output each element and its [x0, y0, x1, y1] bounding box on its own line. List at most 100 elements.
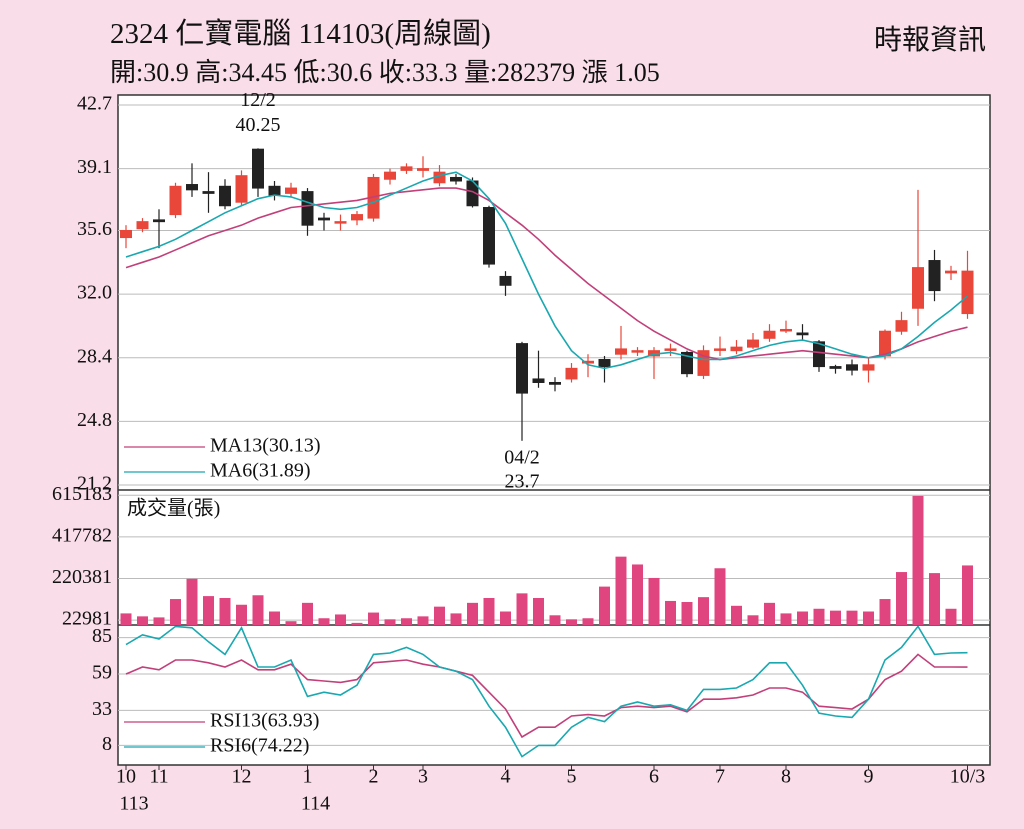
legend-label: RSI13(63.93)	[210, 710, 319, 732]
bar	[780, 613, 792, 625]
bar	[698, 597, 709, 625]
y-tick-label: 39.1	[77, 156, 112, 178]
legend-label: MA13(30.13)	[210, 435, 321, 457]
bar	[714, 568, 726, 625]
bar	[566, 619, 577, 625]
bar	[912, 495, 924, 625]
y-tick-label: 220381	[52, 566, 112, 588]
candle-body	[318, 217, 330, 221]
plot-frame	[117, 94, 991, 766]
quote-label: 低:	[293, 58, 327, 87]
candle-body	[813, 341, 825, 368]
candle-body	[862, 364, 875, 371]
bar	[632, 564, 643, 625]
bar	[401, 618, 412, 625]
bar	[533, 598, 544, 625]
bar	[681, 602, 693, 625]
candle-body	[301, 191, 314, 226]
y-tick-label: 615183	[52, 483, 112, 505]
candle-body	[499, 275, 512, 286]
bar	[582, 618, 594, 625]
bar	[368, 612, 379, 625]
candle-body	[697, 350, 710, 376]
y-tick-label: 21.2	[77, 473, 112, 495]
candle-body	[928, 260, 941, 292]
quote-value: 30.9	[143, 58, 189, 87]
x-tick-label: 1	[303, 766, 313, 788]
candle-body	[120, 229, 132, 239]
x-tick-label: 4	[501, 766, 511, 788]
year-label: 114	[301, 793, 330, 815]
quote-label: 開:	[110, 58, 144, 87]
candle-body	[796, 332, 809, 336]
quote-line: 開:30.9 高:34.45 低:30.6 收:33.3 量:282379 漲 …	[110, 52, 660, 89]
bar	[269, 611, 280, 625]
quote-value: 1.05	[614, 58, 660, 87]
bar	[186, 578, 198, 625]
bar	[962, 565, 973, 625]
candle-body	[912, 267, 924, 309]
bar	[764, 602, 775, 625]
quote-value: 33.3	[411, 58, 458, 87]
bar	[797, 611, 808, 625]
candle-body	[582, 360, 594, 364]
bar	[648, 577, 660, 625]
quote-value: 282379	[497, 58, 576, 87]
annotation-date: 04/2	[504, 446, 540, 468]
candle-body	[268, 185, 281, 196]
candle-body	[384, 171, 396, 180]
candle-body	[780, 328, 792, 332]
candle-body	[549, 381, 561, 385]
candle-body	[285, 187, 297, 194]
y-tick-label: 8	[102, 733, 112, 755]
y-tick-label: 32.0	[77, 282, 112, 304]
bar	[384, 619, 396, 625]
bar	[170, 599, 181, 625]
bar	[219, 598, 231, 625]
quote-label: 高:	[195, 58, 229, 87]
candle-body	[417, 168, 429, 171]
bar	[500, 611, 511, 625]
candle-body	[747, 339, 759, 348]
bar	[747, 615, 759, 625]
y-tick-label: 22981	[62, 608, 112, 630]
bar	[153, 617, 165, 625]
bar	[483, 598, 495, 625]
candle-body	[169, 185, 182, 216]
line	[125, 624, 968, 758]
bar	[302, 602, 313, 625]
x-tick-label: 5	[567, 766, 577, 788]
quote-value: 34.45	[228, 58, 287, 87]
line	[125, 653, 968, 739]
candle-body	[664, 348, 677, 351]
quote-label: 量:	[463, 58, 498, 87]
bar	[137, 616, 148, 625]
candle-body	[565, 367, 578, 380]
x-tick-label: 2	[369, 766, 379, 788]
candle-body	[846, 364, 858, 371]
annotation-date: 12/2	[240, 89, 276, 111]
legend-label: MA6(31.89)	[210, 460, 311, 482]
candle-body	[351, 214, 363, 221]
candle-body	[598, 359, 611, 368]
x-tick-label: 10/3	[950, 766, 986, 788]
candle-body	[186, 184, 198, 191]
bar	[434, 606, 445, 625]
candle-body	[714, 348, 726, 351]
x-tick-label: 7	[715, 766, 725, 788]
candle-body	[895, 320, 908, 332]
line	[125, 171, 969, 370]
bar	[929, 573, 940, 625]
bar	[945, 608, 957, 625]
quote-label: 收:	[378, 58, 412, 87]
candle-body	[681, 351, 693, 375]
bar	[285, 621, 297, 625]
bar	[335, 614, 346, 625]
y-tick-label: 59	[92, 662, 112, 684]
candle-body	[202, 191, 215, 194]
x-tick-label: 8	[781, 766, 791, 788]
bar	[467, 602, 478, 625]
bar	[813, 608, 825, 625]
